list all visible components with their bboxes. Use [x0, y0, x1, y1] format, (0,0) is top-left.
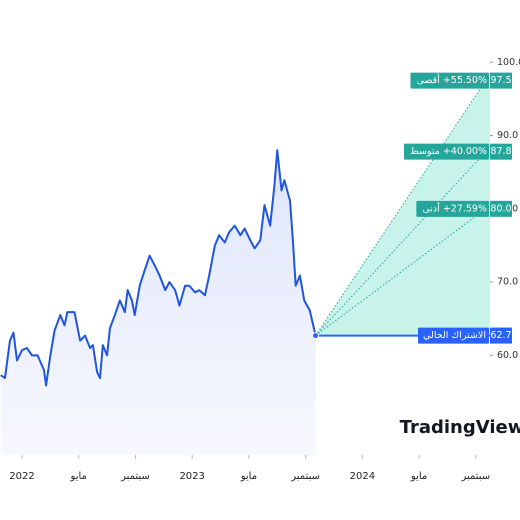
y-tick-label: 70.0	[497, 277, 518, 288]
watermark: TradingView	[400, 417, 520, 438]
x-tick-label: سبتمبر	[460, 471, 490, 482]
y-tick-label: 100.0	[497, 57, 520, 68]
target-value: 97.5	[490, 75, 511, 86]
x-tick-label: 2024	[350, 471, 375, 482]
target-name: متوسط	[410, 146, 440, 157]
target-value-box	[490, 200, 512, 217]
target-label-box	[416, 200, 489, 217]
target-value-box	[490, 72, 512, 89]
target-value: 87.8	[490, 146, 511, 157]
x-tick-label: سبتمبر	[120, 471, 150, 482]
target-value: 80.0	[490, 203, 511, 214]
current-label-box	[418, 327, 489, 344]
target-value-box	[490, 143, 512, 160]
x-tick-label: سبتمبر	[290, 471, 320, 482]
current-name: الاشتراك الحالي	[423, 330, 486, 341]
x-tick-label: مايو	[240, 471, 257, 482]
area	[0, 150, 316, 455]
target-change: +27.59%	[443, 203, 487, 214]
target-label-box	[403, 143, 489, 160]
current-value-box	[490, 327, 512, 344]
x-tick-label: 2023	[179, 471, 204, 482]
x-tick-label: مايو	[410, 471, 427, 482]
forecast-line	[315, 208, 487, 336]
current-point	[312, 332, 320, 340]
target-change: +55.50%	[443, 75, 487, 86]
target-change: +40.00%	[443, 146, 487, 157]
target-name: أقصى	[416, 73, 440, 86]
x-tick-label: 2022	[9, 471, 34, 482]
y-tick-label: 90.0	[497, 130, 518, 141]
y-tick-label: 60.0	[497, 350, 518, 361]
price-line	[0, 149, 317, 387]
x-tick-label: مايو	[70, 471, 87, 482]
target-name: أدنى	[422, 201, 440, 214]
current-value: 62.7	[490, 330, 511, 341]
target-label-box	[410, 72, 489, 89]
